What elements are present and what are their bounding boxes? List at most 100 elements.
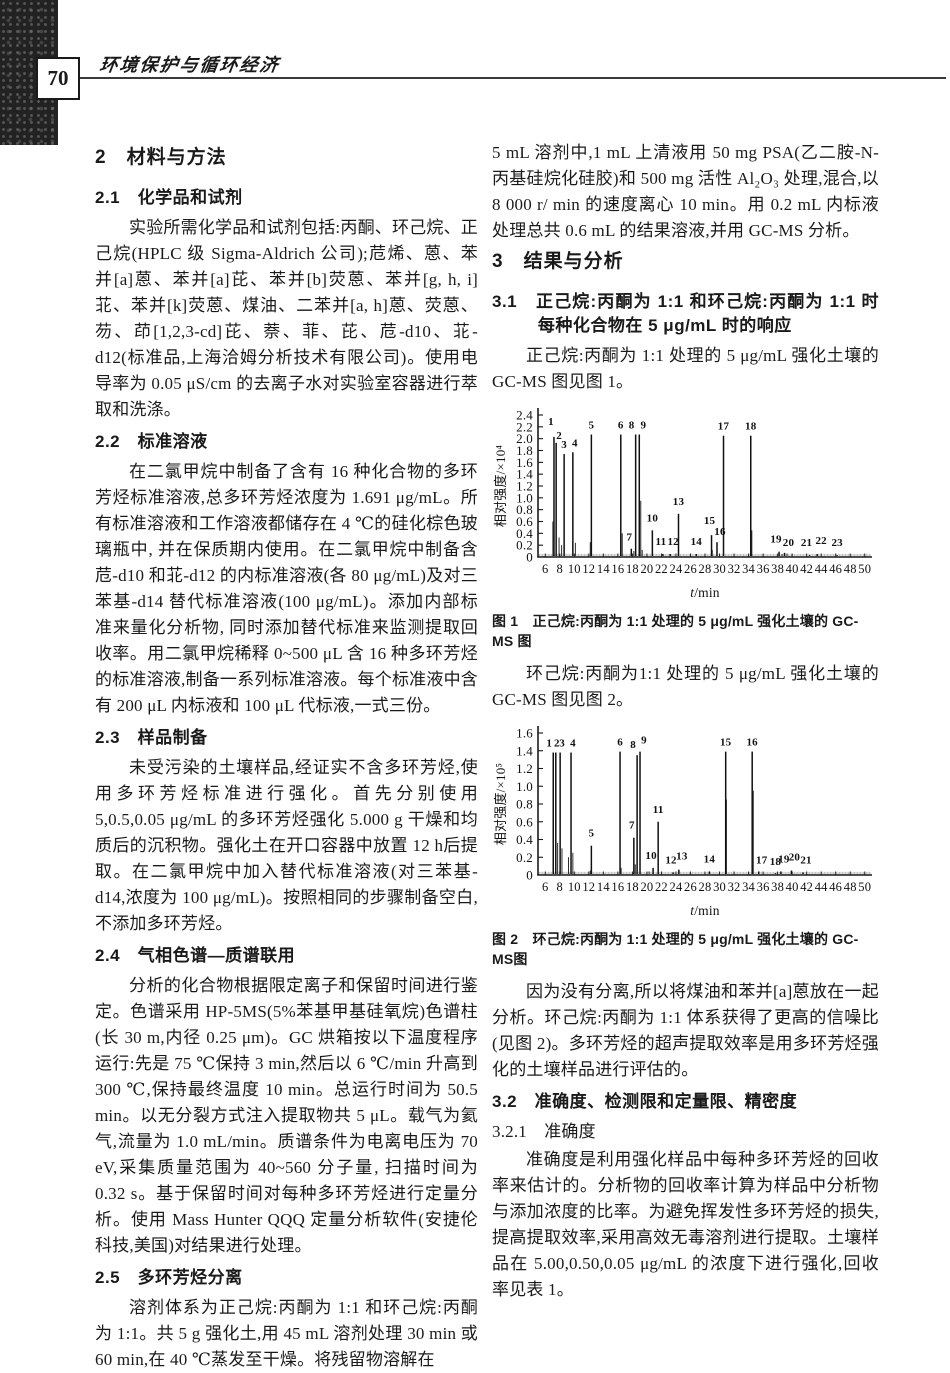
y-axis-label: 相对强度/×10⁴ xyxy=(493,445,508,528)
section-heading: 3 结果与分析 xyxy=(492,251,624,272)
svg-text:36: 36 xyxy=(757,880,770,894)
svg-text:6: 6 xyxy=(542,562,548,576)
svg-text:10: 10 xyxy=(568,562,581,576)
svg-text:14: 14 xyxy=(597,880,610,894)
svg-text:0.6: 0.6 xyxy=(516,514,533,529)
left-column: 2 材料与方法 2.1 化学品和试剂 实验所需化学品和试剂包括:丙酮、环己烷、正己烷… xyxy=(95,140,478,1373)
svg-text:8: 8 xyxy=(557,562,563,576)
body-paragraph: 分析的化合物根据限定离子和保留时间进行鉴定。色谱采用 HP-5MS(5%苯基甲基… xyxy=(95,976,478,1255)
peak-label-16: 16 xyxy=(746,737,758,749)
peak-label-9: 9 xyxy=(641,735,647,747)
peak-label-10: 10 xyxy=(645,850,657,862)
svg-text:28: 28 xyxy=(699,880,712,894)
peak-label-20: 20 xyxy=(783,537,795,549)
svg-text:14: 14 xyxy=(597,562,610,576)
svg-text:26: 26 xyxy=(684,880,697,894)
svg-text:1.4: 1.4 xyxy=(516,743,533,758)
peak-label-15: 15 xyxy=(704,515,716,527)
page-number: 70 xyxy=(47,66,69,90)
svg-text:0.2: 0.2 xyxy=(516,850,533,865)
svg-text:1.0: 1.0 xyxy=(516,779,533,794)
x-axis-label: t/min xyxy=(690,585,720,600)
svg-text:1.4: 1.4 xyxy=(516,467,533,482)
peak-label-21: 21 xyxy=(801,537,812,549)
svg-text:0.4: 0.4 xyxy=(516,832,533,847)
svg-text:24: 24 xyxy=(670,562,683,576)
svg-text:26: 26 xyxy=(684,562,697,576)
svg-text:18: 18 xyxy=(626,880,639,894)
gcms-chromatogram-figure-2: 00.20.40.60.81.01.21.41.66 8 10 12 14 16 18 20 2… xyxy=(493,726,872,918)
svg-text:0: 0 xyxy=(526,868,533,883)
svg-text:42: 42 xyxy=(800,562,813,576)
svg-text:16: 16 xyxy=(611,562,624,576)
svg-text:0.8: 0.8 xyxy=(516,502,533,517)
svg-text:50: 50 xyxy=(858,562,871,576)
body-paragraph: 环己烷:丙酮为1:1 处理的 5 μg/mL 强化土壤的 GC-MS 图见图 2… xyxy=(492,664,879,709)
peak-label-16: 16 xyxy=(714,526,726,538)
svg-text:44: 44 xyxy=(815,880,828,894)
svg-text:1.2: 1.2 xyxy=(516,761,533,776)
svg-text:38: 38 xyxy=(771,562,784,576)
peak-label-9: 9 xyxy=(640,420,646,432)
journal-title: 环境保护与循环经济 xyxy=(98,55,282,75)
svg-text:0.6: 0.6 xyxy=(516,814,533,829)
peak-label-19: 19 xyxy=(770,534,782,546)
svg-text:42: 42 xyxy=(800,880,813,894)
peak-label-12: 12 xyxy=(667,536,679,548)
body-paragraph: 因为没有分离,所以将煤油和苯并[a]蒽放在一起分析。环己烷:丙酮为 1:1 体系… xyxy=(492,982,879,1079)
peak-label-15: 15 xyxy=(720,737,732,749)
svg-text:38: 38 xyxy=(771,880,784,894)
peak-label-6: 6 xyxy=(617,737,623,749)
peak-label-4: 4 xyxy=(570,738,576,750)
subsection-heading: 2.2 标准溶液 xyxy=(95,432,208,451)
peak-label-5: 5 xyxy=(589,420,595,432)
peak-label-6: 6 xyxy=(618,420,624,432)
peak-label-23: 23 xyxy=(831,537,843,549)
y-axis-label: 相对强度/×10⁵ xyxy=(493,763,508,845)
svg-text:1.8: 1.8 xyxy=(516,443,533,458)
figure-caption: 图 1 正己烷:丙酮为 1:1 处理的 5 μg/mL 强化土壤的 GC-MS … xyxy=(492,613,859,649)
peak-label-3: 3 xyxy=(559,738,565,750)
peak-label-21: 21 xyxy=(800,854,811,866)
svg-text:18: 18 xyxy=(626,562,639,576)
svg-text:12: 12 xyxy=(582,880,595,894)
body-paragraph: 正己烷:丙酮为 1:1 处理的 5 μg/mL 强化土壤的 GC-MS 图见图 … xyxy=(492,346,879,391)
peak-label-8: 8 xyxy=(629,420,635,432)
peak-label-1: 1 xyxy=(548,416,554,428)
peak-label-13: 13 xyxy=(673,496,685,508)
svg-text:10: 10 xyxy=(568,880,581,894)
peak-label-8: 8 xyxy=(630,739,636,751)
peak-label-18: 18 xyxy=(745,421,757,433)
peak-label-5: 5 xyxy=(589,828,595,840)
svg-text:34: 34 xyxy=(742,562,755,576)
svg-text:32: 32 xyxy=(728,562,741,576)
svg-text:46: 46 xyxy=(829,562,842,576)
peak-label-14: 14 xyxy=(704,853,716,865)
svg-text:48: 48 xyxy=(844,562,857,576)
svg-text:0.2: 0.2 xyxy=(516,538,533,553)
svg-text:1.2: 1.2 xyxy=(516,479,533,494)
svg-text:40: 40 xyxy=(786,880,799,894)
x-axis-label: t/min xyxy=(690,903,720,918)
svg-text:24: 24 xyxy=(670,880,683,894)
peak-label-19: 19 xyxy=(778,853,790,865)
peak-label-18: 18 xyxy=(770,856,782,868)
svg-text:8: 8 xyxy=(557,880,563,894)
subsection-heading: 3.1 正己烷:丙酮为 1:1 和环己烷:丙酮为 1:1 时每种化合物在 5 μ… xyxy=(492,292,879,335)
peak-label-2: 2 xyxy=(556,430,562,442)
subsection-heading: 3.2 准确度、检测限和定量限、精密度 xyxy=(492,1092,798,1111)
svg-text:2.4: 2.4 xyxy=(516,408,533,423)
peak-label-1: 1 xyxy=(546,738,552,750)
figure-caption: 图 2 环己烷:丙酮为 1:1 处理的 5 μg/mL 强化土壤的 GC-MS图 xyxy=(492,931,859,967)
peak-label-17: 17 xyxy=(718,421,730,433)
subsection-heading: 2.5 多环芳烃分离 xyxy=(95,1268,243,1287)
svg-text:30: 30 xyxy=(713,880,726,894)
svg-text:46: 46 xyxy=(829,880,842,894)
svg-text:48: 48 xyxy=(844,880,857,894)
body-paragraph: 实验所需化学品和试剂包括:丙酮、环己烷、正己烷(HPLC 级 Sigma-Ald… xyxy=(95,218,478,419)
svg-text:1.6: 1.6 xyxy=(516,726,533,741)
peak-label-3: 3 xyxy=(561,439,567,451)
svg-text:22: 22 xyxy=(655,880,668,894)
svg-text:0.8: 0.8 xyxy=(516,797,533,812)
gcms-chromatogram-figure-1: 00.20.40.60.81.01.21.41.61.82.02.22.46 8 1… xyxy=(493,408,872,600)
